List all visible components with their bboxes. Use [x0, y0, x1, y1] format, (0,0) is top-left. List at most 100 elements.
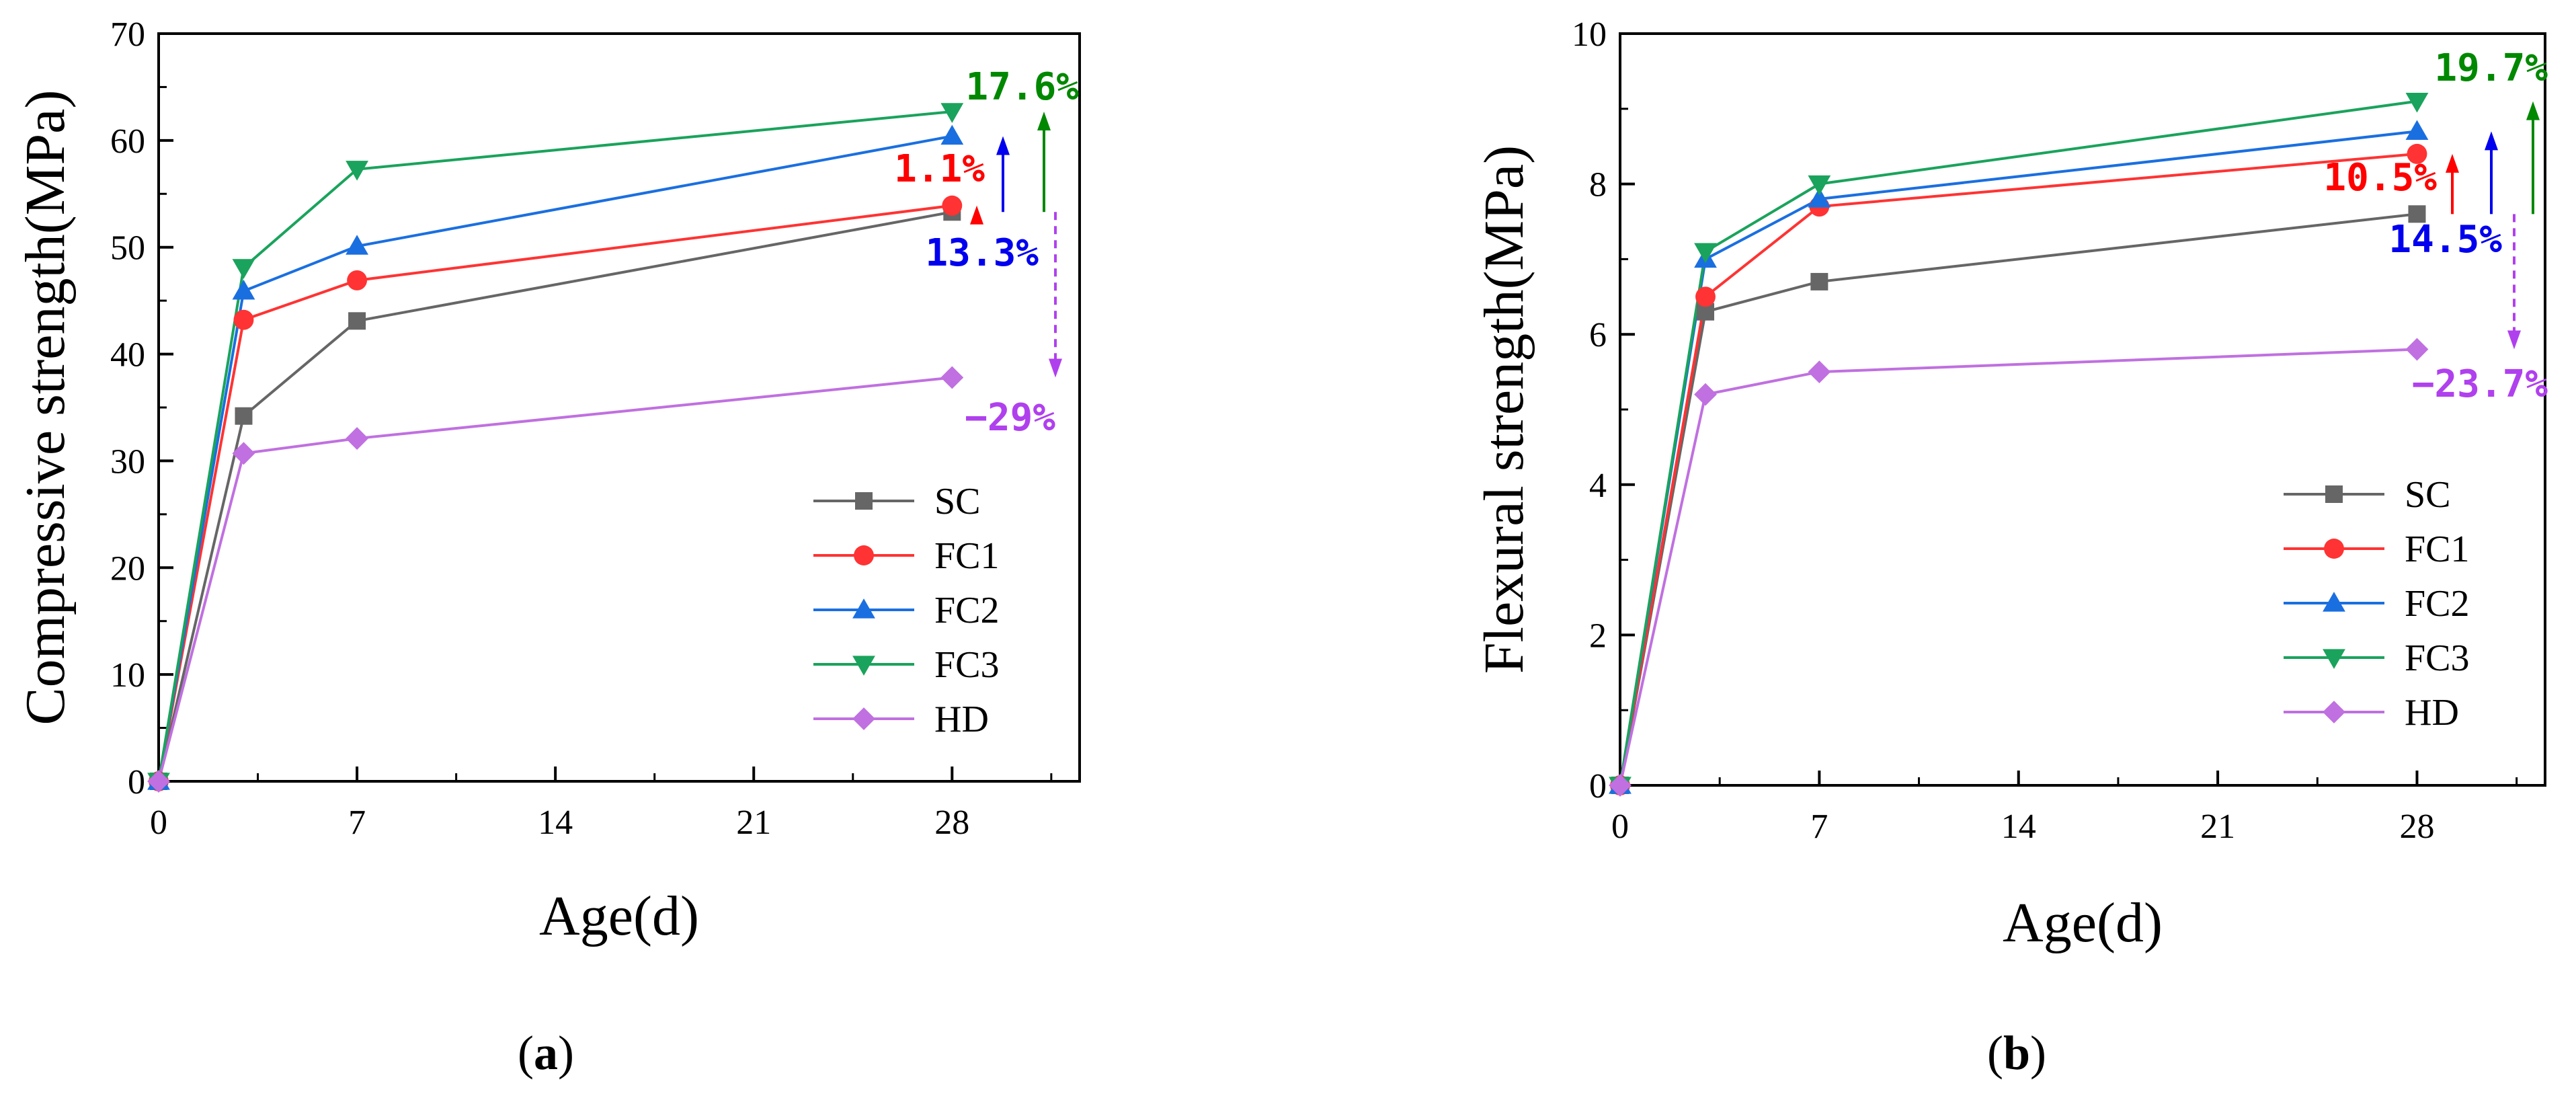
panel-b: 0 7 14 21 28 0 2 4 6 8 10 10.5% 14.5% 19.7% −23.7% S… — [1473, 15, 2548, 1080]
panel-a-annotation-hd-label: −29% — [965, 396, 1055, 440]
panel-b-legend-item-fc1: FC1 — [2284, 528, 2470, 570]
panel-a-annotation-arrows — [970, 111, 1062, 378]
panel-b-x-tick-labels: 0 7 14 21 28 — [1611, 808, 2434, 846]
panel-a-x-tick-labels: 0 7 14 21 28 — [150, 803, 969, 842]
panel-a-series-fc3-point — [940, 103, 964, 123]
panel-a-legend-item-hd: HD — [813, 699, 989, 740]
panel-b-annotation-fc3-arrowhead — [2526, 101, 2540, 120]
panel-a-series-hd-point — [232, 442, 255, 465]
panel-a-series-hd-point — [346, 427, 368, 450]
panel-b-legend-label: FC3 — [2405, 637, 2470, 679]
panel-b-annotation-fc2-label: 14.5% — [2388, 218, 2502, 262]
panel-a-y-tick-label: 0 — [128, 763, 145, 801]
panel-b-x-tick-label: 28 — [2399, 808, 2434, 846]
panel-b-annotation-fc2-arrowhead — [2485, 131, 2498, 151]
panel-b-x-tick-label: 21 — [2200, 808, 2235, 846]
panel-a-legend-swatch-marker — [852, 707, 875, 730]
panel-a-series-sc-point — [348, 312, 366, 330]
panel-a-x-tick-label: 7 — [348, 803, 366, 842]
panel-b-y-tick-label: 6 — [1589, 316, 1607, 354]
panel-b-legend-label: SC — [2405, 474, 2451, 516]
panel-a-x-tick-label: 0 — [150, 803, 167, 842]
panel-a: 0 7 14 21 28 0 10 20 30 40 50 60 70 1.1% 13.3% 17.6% −… — [14, 15, 1081, 1080]
panel-a-series-lines — [157, 110, 953, 782]
panel-b-series-hd-point — [1609, 774, 1632, 797]
panel-b-legend-item-fc3: FC3 — [2284, 637, 2470, 679]
panel-a-annotations: 1.1% 13.3% 17.6% −29% — [894, 65, 1079, 440]
panel-a-plot-frame — [157, 32, 1081, 783]
panel-b-plot-frame — [1619, 32, 2546, 787]
panel-b-y-tick-labels: 0 2 4 6 8 10 — [1572, 15, 1607, 806]
panel-b-y-tick-label: 0 — [1589, 767, 1607, 806]
panel-a-series-fc3-point — [232, 259, 255, 279]
panel-b-y-tick-label: 4 — [1589, 467, 1607, 505]
panel-a-legend-swatch-marker — [855, 492, 873, 510]
panel-b-series-sc-point — [2408, 205, 2426, 223]
panel-a-y-tick-label: 30 — [110, 442, 145, 481]
panel-a-legend-item-fc3: FC3 — [813, 644, 1000, 686]
panel-a-legend-label: SC — [934, 481, 981, 522]
panel-b-y-tick-label: 2 — [1589, 617, 1607, 655]
panel-b-y-tick-label: 8 — [1589, 166, 1607, 204]
panel-b-series-fc3-point — [1808, 175, 1831, 196]
panel-b-x-axis-title: Age(d) — [2003, 892, 2163, 954]
panel-b-y-tick-label: 10 — [1572, 15, 1607, 54]
panel-b-ticks — [1619, 32, 2518, 787]
panel-b-legend-item-sc: SC — [2284, 474, 2451, 516]
panel-a-legend-swatch-marker — [852, 598, 875, 619]
panel-a-legend-item-fc2: FC2 — [813, 590, 1000, 631]
panel-b-label: (b) — [1987, 1026, 2046, 1080]
panel-a-legend-item-fc1: FC1 — [813, 535, 1000, 577]
panel-b-legend: SC FC1 FC2 FC3 HD — [2284, 474, 2470, 734]
panel-b-x-tick-label: 14 — [2001, 808, 2036, 846]
panel-a-series-fc1-point — [347, 270, 368, 290]
panel-a-annotation-fc2-arrowhead — [996, 136, 1010, 155]
panel-a-series-hd-point — [147, 770, 170, 793]
panel-b-series-sc-point — [1810, 272, 1828, 290]
panel-b-series-hd-point — [1808, 360, 1831, 383]
panel-a-annotation-fc1-label: 1.1% — [894, 147, 985, 191]
panel-b-series-fc2-point — [2405, 120, 2429, 141]
panel-a-series-fc2-point — [346, 235, 368, 255]
panel-a-legend-label: FC1 — [934, 535, 1000, 577]
panel-a-x-tick-label: 28 — [934, 803, 969, 842]
panel-a-x-tick-label: 21 — [736, 803, 771, 842]
panel-a-series-fc2-point — [232, 279, 255, 300]
panel-b-x-tick-label: 0 — [1611, 808, 1629, 846]
panel-b-legend-swatch-marker — [2323, 649, 2345, 669]
panel-a-series-fc1-point — [942, 195, 963, 216]
panel-b-series-fc2-line — [1619, 130, 2417, 786]
panel-b-legend-item-hd: HD — [2284, 692, 2459, 734]
panel-b-series-fc1-point — [1695, 286, 1716, 307]
panel-b-series-sc-line — [1619, 212, 2417, 786]
panel-a-series-fc2-point — [940, 124, 964, 145]
panel-a-y-tick-label: 20 — [110, 549, 145, 588]
panel-b-series-fc3-line — [1619, 100, 2417, 786]
panel-b-legend-swatch-marker — [2323, 592, 2345, 612]
panel-b-annotation-hd-arrowhead — [2507, 330, 2521, 350]
panel-b-legend-label: HD — [2405, 692, 2459, 734]
panel-a-annotation-fc3-arrowhead — [1037, 111, 1051, 130]
panel-a-annotation-hd-arrowhead — [1049, 358, 1062, 378]
panel-a-y-tick-label: 10 — [110, 656, 145, 695]
panel-a-y-tick-label: 60 — [110, 122, 145, 161]
panel-a-legend-item-sc: SC — [813, 481, 981, 522]
panel-b-annotation-fc1-arrowhead — [2446, 153, 2459, 173]
panel-a-x-tick-label: 14 — [538, 803, 573, 842]
panel-a-y-tick-label: 40 — [110, 336, 145, 375]
panel-a-legend-swatch-marker — [854, 545, 874, 565]
panel-a-series-fc3-line — [157, 110, 953, 782]
panel-b-x-tick-label: 7 — [1810, 808, 1828, 846]
panel-b-annotation-arrows — [2446, 101, 2540, 350]
panel-a-y-tick-label: 50 — [110, 229, 145, 268]
panel-b-legend-item-fc2: FC2 — [2284, 583, 2470, 625]
panel-a-annotation-fc2-label: 13.3% — [925, 231, 1039, 275]
panel-b-series-fc1-point — [2407, 143, 2427, 164]
panel-b-series-lines — [1619, 100, 2417, 786]
panel-a-series-hd-point — [940, 366, 964, 389]
panel-a-legend-swatch-marker — [852, 656, 875, 676]
panel-b-y-axis-title: Flexural strength(MPa) — [1473, 145, 1535, 674]
panel-a-legend-label: HD — [934, 699, 989, 740]
panel-a-series-sc-point — [235, 407, 253, 425]
panel-a-y-tick-labels: 0 10 20 30 40 50 60 70 — [110, 15, 145, 801]
